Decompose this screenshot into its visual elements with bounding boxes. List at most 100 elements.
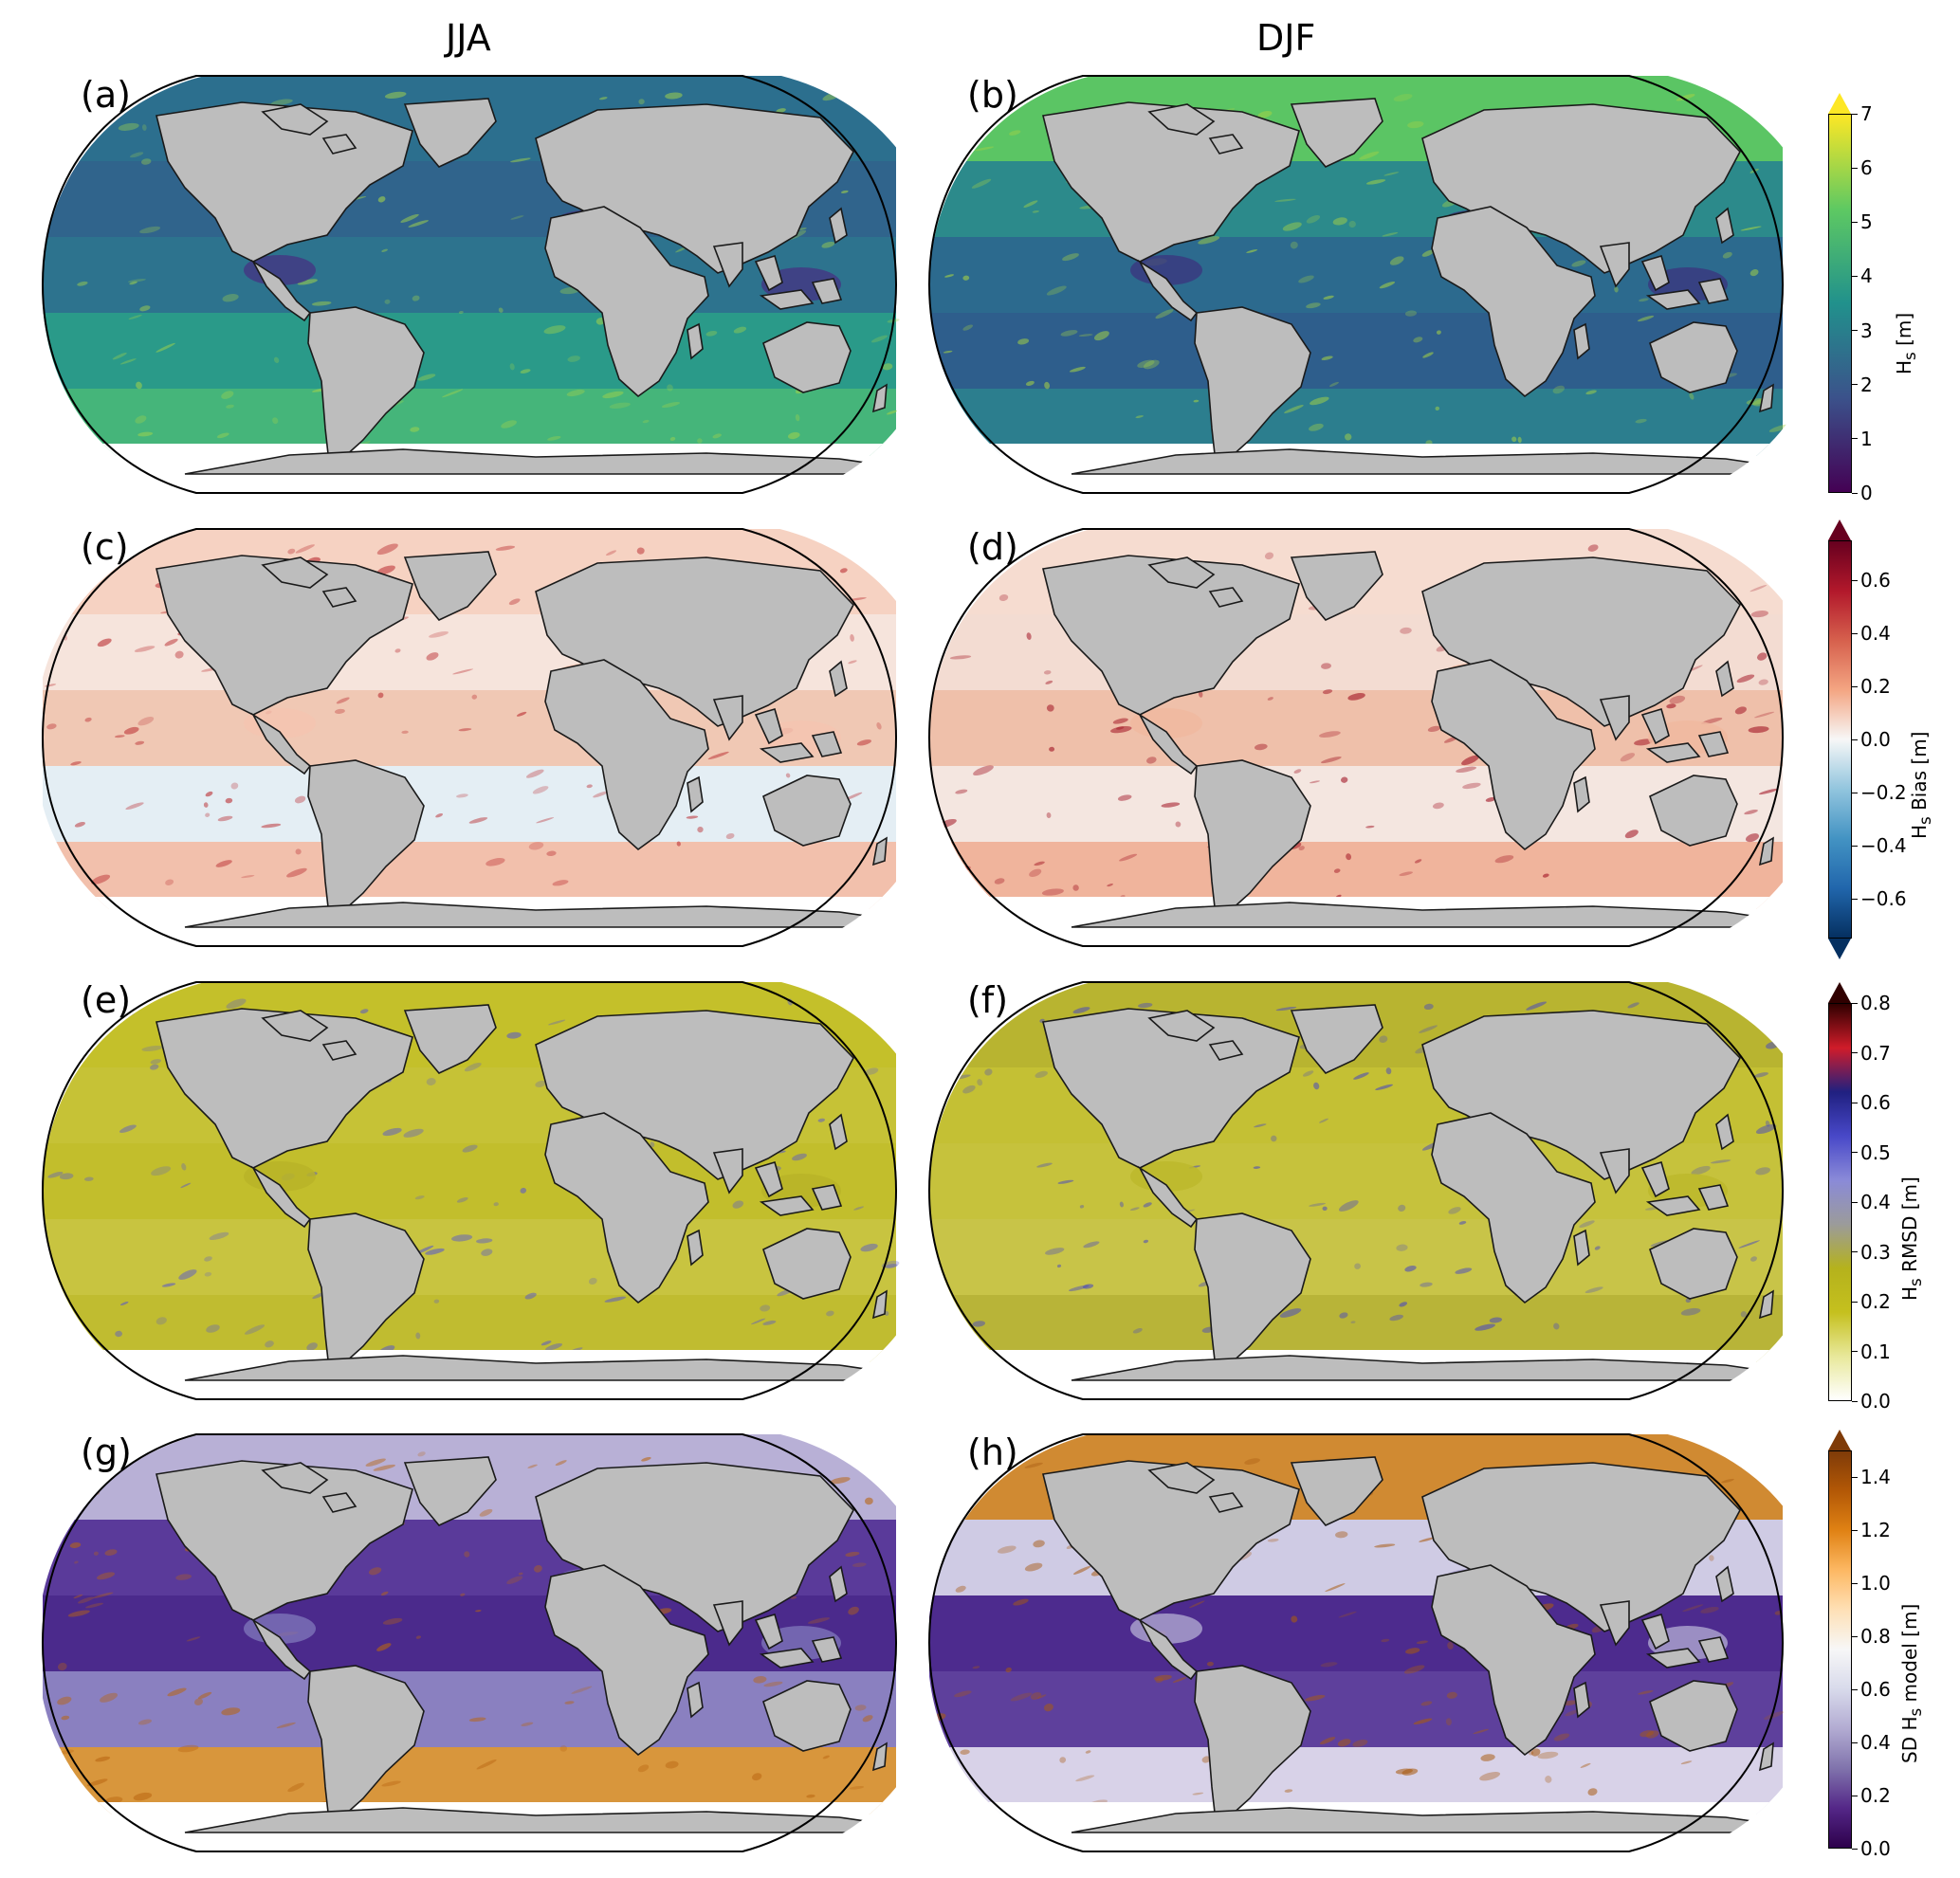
colorbar-tick-mark (1852, 1741, 1858, 1743)
colorbar-tick-mark (1852, 330, 1858, 332)
colorbar-tick-label: 0.4 (1860, 1191, 1891, 1213)
colorbar-sd-title-rest: model [m] (1898, 1603, 1921, 1708)
colorbar-tick-label: 1.2 (1860, 1519, 1891, 1541)
colorbar-tick-label: 0.7 (1860, 1041, 1891, 1065)
colorbar-tick-mark (1852, 738, 1858, 740)
colorbar-bias-title-rest: Bias [m] (1908, 731, 1931, 817)
panel-label-h: (h) (967, 1431, 1018, 1473)
colorbar-tick-label: 7 (1860, 102, 1873, 125)
colorbar-tick-mark (1852, 1688, 1858, 1690)
colorbar-tick-label: 0.2 (1860, 675, 1891, 698)
colorbar-tick-label: 1 (1860, 427, 1873, 450)
colorbar-tick-mark (1852, 1052, 1858, 1053)
map-panel-a (41, 75, 943, 501)
colorbar-hs-title-sub: s (1901, 352, 1919, 360)
colorbar-tick-label: 0.2 (1860, 1784, 1891, 1807)
colorbar-tick-label: 5 (1860, 210, 1873, 234)
colorbar-tick-label: 0.6 (1860, 569, 1891, 592)
colorbar-tick-mark (1852, 685, 1858, 687)
panel-label-f: (f) (967, 979, 1009, 1021)
colorbar-tick-label: 0.3 (1860, 1240, 1891, 1264)
colorbar-tick-mark (1852, 221, 1858, 223)
colorbar-tick-label: 0.1 (1860, 1340, 1891, 1363)
colorbar-tick-mark (1852, 492, 1858, 494)
colorbar-tick-label: −0.4 (1860, 834, 1907, 857)
colorbar-tick-label: 6 (1860, 156, 1873, 180)
colorbar-sd-title-sub: s (1907, 1707, 1925, 1717)
colorbar-tick-mark (1852, 1635, 1858, 1637)
colorbar-tick-label: 4 (1860, 264, 1873, 288)
colorbar-tick-label: 0.0 (1860, 1390, 1891, 1413)
colorbar-tick-mark (1852, 167, 1858, 169)
colorbar-tick-label: 0.5 (1860, 1140, 1891, 1164)
colorbar-tick-label: 1.4 (1860, 1466, 1891, 1488)
colorbar-tick-mark (1852, 384, 1858, 386)
colorbar-tick-mark (1852, 1251, 1858, 1252)
colorbar-tick-label: 0.0 (1860, 728, 1891, 751)
colorbar-tick-mark (1852, 1476, 1858, 1478)
colorbar-tick-label: 0.6 (1860, 1091, 1891, 1114)
colorbar-rmsd-title-main: H (1898, 1285, 1921, 1301)
colorbar-tick-label: 0.2 (1860, 1290, 1891, 1313)
panel-label-g: (g) (81, 1431, 132, 1473)
colorbar-tick-mark (1852, 845, 1858, 847)
colorbar-extend-max (1828, 1430, 1851, 1450)
colorbar-tick-label: −0.6 (1860, 887, 1907, 910)
colorbar-hs-title-rest: [m] (1893, 312, 1915, 353)
map-panel-c (35, 528, 943, 954)
map-panel-e (41, 981, 943, 1407)
colorbar-tick-mark (1852, 1848, 1858, 1850)
colorbar-tick-label: 0.4 (1860, 1731, 1891, 1754)
colorbar-tick-mark (1852, 275, 1858, 277)
colorbar-bias-title: Hs Bias [m] (1908, 732, 1934, 840)
colorbar-tick-label: 0.6 (1860, 1678, 1891, 1701)
colorbar-extend-max (1828, 93, 1851, 114)
column-title-djf: DJF (1256, 17, 1316, 59)
colorbar-tick-label: 0 (1860, 482, 1873, 504)
colorbar-sd-title-main: SD H (1898, 1716, 1921, 1764)
colorbar-tick-mark (1852, 898, 1858, 900)
column-title-jja: JJA (446, 17, 491, 59)
colorbar-tick-mark (1852, 579, 1858, 581)
colorbar-hs-title: Hs [m] (1893, 313, 1919, 374)
map-panel-b (927, 75, 1830, 501)
map-panel-d (927, 528, 1830, 954)
colorbar-bias-title-main: H (1908, 824, 1931, 839)
colorbar-tick-label: 0.0 (1860, 1837, 1891, 1860)
colorbar-hs (1828, 114, 1852, 493)
colorbar-tick-mark (1852, 438, 1858, 440)
colorbar-sd (1828, 1450, 1852, 1849)
colorbar-tick-label: 0.8 (1860, 992, 1891, 1014)
colorbar-sd-title: SD Hs model [m] (1898, 1604, 1925, 1763)
map-panel-f (927, 981, 1830, 1407)
panel-label-c: (c) (81, 526, 129, 568)
colorbar-rmsd-title-sub: s (1907, 1278, 1925, 1286)
colorbar-tick-mark (1852, 1201, 1858, 1203)
colorbar-extend-max (1828, 520, 1851, 540)
colorbar-rmsd-title: Hs RMSD [m] (1898, 1176, 1925, 1301)
colorbar-tick-mark (1852, 1152, 1858, 1153)
colorbar-tick-label: 1.0 (1860, 1572, 1891, 1595)
colorbar-tick-mark (1852, 632, 1858, 634)
panel-label-a: (a) (81, 74, 131, 116)
colorbar-tick-mark (1852, 113, 1858, 115)
colorbar-tick-label: 2 (1860, 373, 1873, 396)
colorbar-tick-label: 0.8 (1860, 1625, 1891, 1648)
map-panel-g (38, 1433, 944, 1859)
colorbar-rmsd-title-rest: RMSD [m] (1898, 1176, 1921, 1279)
colorbar-bias-title-sub: s (1916, 816, 1934, 825)
colorbar-tick-label: −0.2 (1860, 781, 1907, 804)
colorbar-extend-max (1828, 982, 1851, 1003)
colorbar-tick-mark (1852, 1301, 1858, 1303)
panel-label-d: (d) (967, 526, 1018, 568)
colorbar-tick-mark (1852, 1529, 1858, 1531)
panel-label-b: (b) (967, 74, 1018, 116)
colorbar-tick-mark (1852, 1002, 1858, 1004)
colorbar-tick-mark (1852, 1582, 1858, 1584)
colorbar-rmsd (1828, 1003, 1852, 1401)
colorbar-extend-min (1828, 939, 1851, 959)
colorbar-tick-mark (1852, 1351, 1858, 1352)
map-panel-h (927, 1433, 1831, 1859)
colorbar-bias (1828, 540, 1852, 939)
